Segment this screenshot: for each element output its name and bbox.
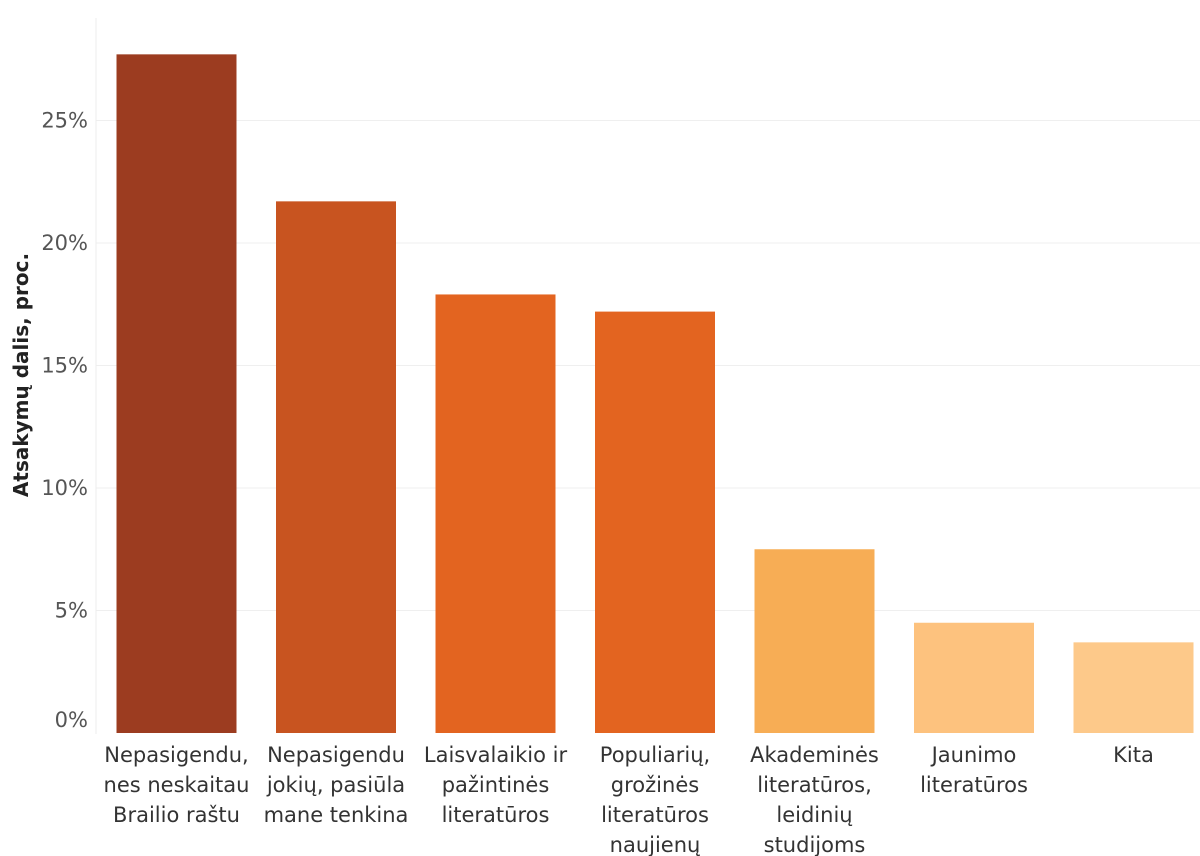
x-category-label: Laisvalaikio ir pažintinės literatūros: [424, 743, 568, 827]
x-category-label: Nepasigendu, nes neskaitau Brailio raštu: [104, 743, 250, 827]
x-category-label: Kita: [1113, 743, 1154, 767]
y-axis-label: Atsakymų dalis, proc.: [9, 253, 33, 497]
y-tick-label: 25%: [41, 109, 88, 133]
bar: [435, 294, 556, 733]
y-axis-ticks: 0% 5% 10% 15% 20% 25%: [41, 109, 88, 733]
bar: [914, 622, 1034, 733]
x-category-label: Populiarių, grožinės literatūros naujienų: [600, 743, 710, 856]
y-tick-label: 15%: [41, 354, 88, 378]
x-category-label: Akademinės literatūros, leidinių studijoms: [750, 743, 879, 856]
bar: [1073, 642, 1194, 733]
bar: [754, 549, 875, 733]
x-axis-categories: Nepasigendu, nes neskaitau Brailio raštuNe…: [104, 743, 1154, 856]
y-tick-label: 0%: [55, 708, 88, 732]
bar: [116, 54, 237, 734]
y-tick-label: 10%: [41, 476, 88, 500]
bar: [595, 311, 715, 733]
bars: [116, 54, 1194, 734]
y-tick-label: 20%: [41, 231, 88, 255]
y-tick-label: 5%: [55, 599, 88, 623]
bar: [276, 201, 396, 734]
x-category-label: Nepasigendu jokių, pasiūla mane tenkina: [264, 743, 409, 827]
x-category-label: Jaunimo literatūros: [920, 743, 1028, 797]
